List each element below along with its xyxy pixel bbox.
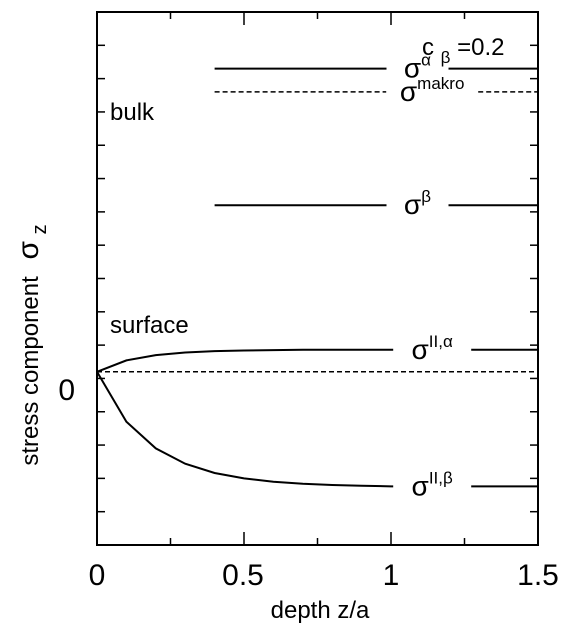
c-beta-base: c bbox=[422, 34, 434, 61]
annotation-surface: surface bbox=[110, 312, 189, 339]
series-label: σα bbox=[404, 51, 431, 84]
series-line bbox=[96, 371, 394, 488]
series-line bbox=[96, 348, 394, 373]
series-label-sup: makro bbox=[417, 74, 464, 93]
y-axis-subscript: z bbox=[29, 224, 51, 234]
series-label-base: σ bbox=[404, 189, 421, 220]
series-label-sup: β bbox=[421, 187, 431, 206]
annotation-c-beta: c β =0.2 bbox=[422, 34, 505, 69]
series-label-base: σ bbox=[400, 76, 417, 107]
svg-text:stress component σ: stress component σ z bbox=[12, 224, 51, 465]
plot-area bbox=[96, 11, 539, 546]
c-beta-sub: β bbox=[441, 48, 451, 67]
series-label: σmakro bbox=[400, 74, 465, 107]
series-label-base: σ bbox=[404, 53, 421, 84]
annotation-bulk: bulk bbox=[110, 99, 155, 126]
y-axis-symbol: σ bbox=[12, 241, 45, 260]
x-tick-label: 1 bbox=[383, 559, 400, 592]
plot-border bbox=[96, 11, 539, 546]
x-tick-label: 1.5 bbox=[517, 559, 559, 592]
series-label-base: σ bbox=[412, 334, 429, 365]
series-label-sup: II,α bbox=[429, 332, 453, 351]
series-label: σII,α bbox=[412, 332, 453, 365]
series-label-base: σ bbox=[412, 470, 429, 501]
c-beta-rest: =0.2 bbox=[457, 34, 504, 61]
x-tick-label: 0.5 bbox=[222, 559, 264, 592]
series-lines bbox=[96, 67, 538, 488]
x-tick-label: 0 bbox=[89, 559, 106, 592]
series-label-sup: α bbox=[421, 51, 431, 70]
y-axis-title-text: stress component bbox=[17, 276, 44, 466]
y-tick-label: 0 bbox=[58, 374, 75, 407]
y-axis-title: stress component σ z bbox=[12, 224, 51, 465]
x-axis-title: depth z/a bbox=[271, 597, 370, 624]
series-label: σβ bbox=[404, 187, 431, 220]
axis-ticks bbox=[97, 12, 538, 545]
series-label: σII,β bbox=[412, 468, 453, 501]
series-label-sup: II,β bbox=[429, 468, 453, 487]
